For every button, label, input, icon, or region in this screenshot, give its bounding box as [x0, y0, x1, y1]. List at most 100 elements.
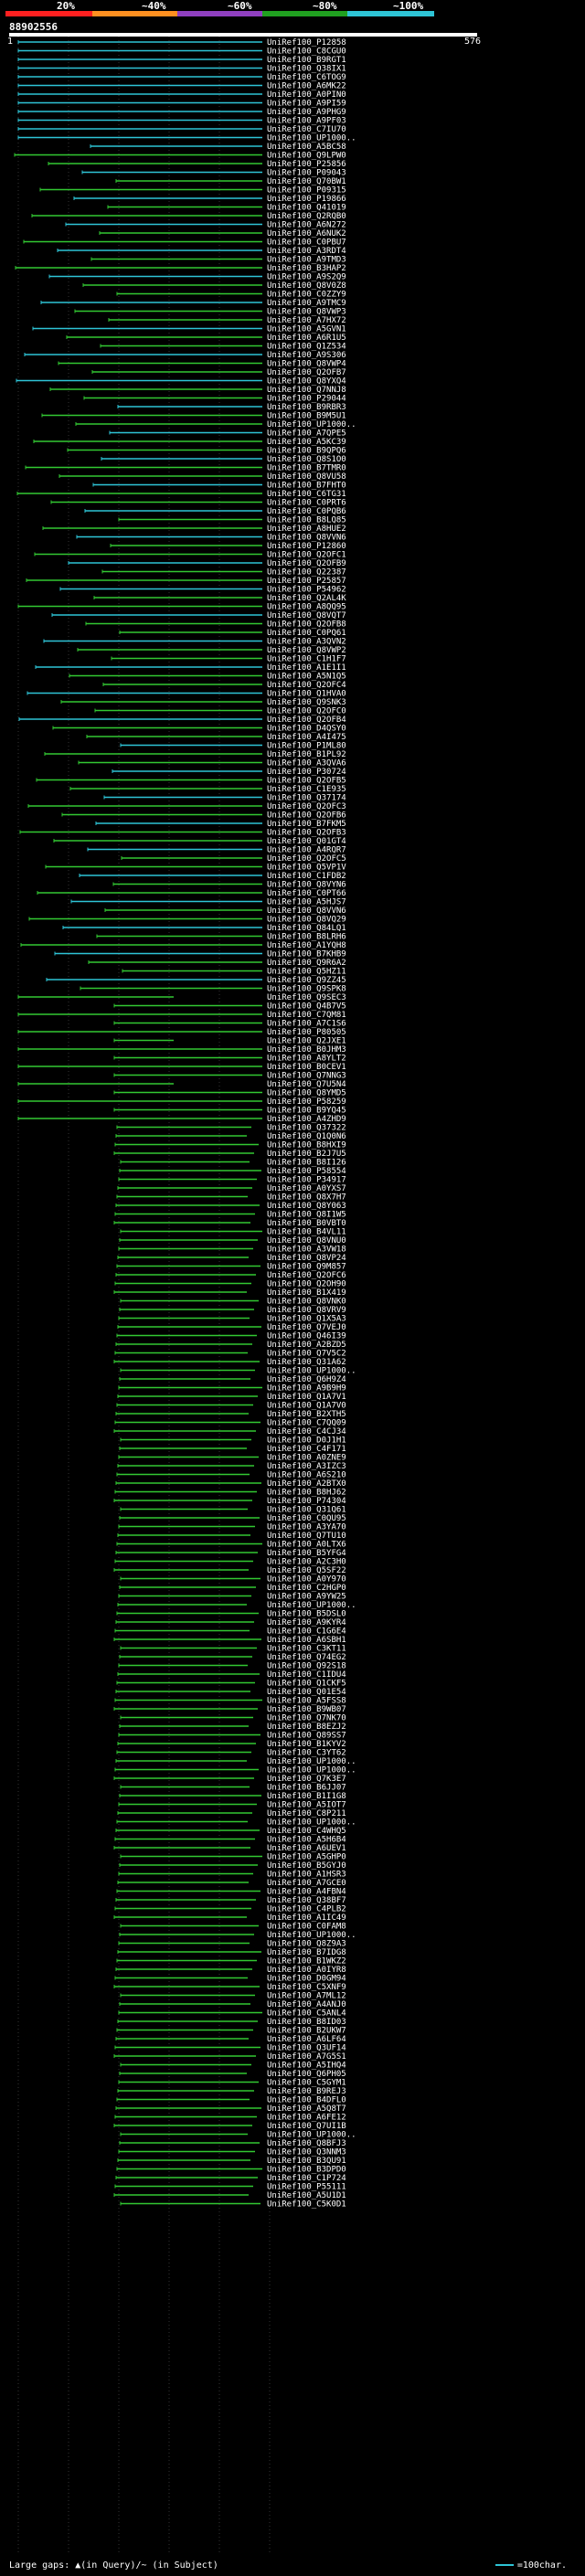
hit-label[interactable]: UniRef100_P1ML80: [267, 742, 346, 751]
hit-label[interactable]: UniRef100_Q2OFC3: [267, 802, 346, 811]
hit-label[interactable]: UniRef100_Q37174: [267, 794, 346, 803]
hit-label[interactable]: UniRef100_Q6H9Z4: [267, 1375, 346, 1384]
hit-label[interactable]: UniRef100_A5FSS8: [267, 1697, 346, 1706]
hit-label[interactable]: UniRef100_C1H1F7: [267, 655, 346, 664]
hit-label[interactable]: UniRef100_C1IDU4: [267, 1670, 346, 1680]
hit-label[interactable]: UniRef100_B9RGT1: [267, 56, 346, 65]
hit-label[interactable]: UniRef100_A6S210: [267, 1471, 346, 1480]
hit-label[interactable]: UniRef100_Q2OFB5: [267, 777, 346, 786]
hit-label[interactable]: UniRef100_A2BTX0: [267, 1479, 346, 1489]
hit-label[interactable]: UniRef100_D4QSY0: [267, 725, 346, 734]
hit-label[interactable]: UniRef100_Q2OFB9: [267, 559, 346, 568]
hit-label[interactable]: UniRef100_C6TG31: [267, 490, 346, 499]
hit-label[interactable]: UniRef100_B7FHT0: [267, 482, 346, 491]
hit-label[interactable]: UniRef100_C5K0D1: [267, 2200, 346, 2210]
hit-label[interactable]: UniRef100_Q31Q61: [267, 1506, 346, 1515]
hit-label[interactable]: UniRef100_Q1X5A3: [267, 1315, 346, 1324]
hit-label[interactable]: UniRef100_B8ID03: [267, 2018, 346, 2027]
hit-label[interactable]: UniRef100_A5H6B4: [267, 1836, 346, 1845]
hit-label[interactable]: UniRef100_Q9SEC3: [267, 993, 346, 1002]
hit-label[interactable]: UniRef100_A7C1S6: [267, 1020, 346, 1029]
hit-label[interactable]: UniRef100_Q8VNK0: [267, 1298, 346, 1307]
hit-label[interactable]: UniRef100_A5KC39: [267, 438, 346, 447]
hit-label[interactable]: UniRef100_C8P211: [267, 1809, 346, 1818]
hit-label[interactable]: UniRef100_Q2OFB6: [267, 811, 346, 821]
hit-label[interactable]: UniRef100_A9YW25: [267, 1593, 346, 1602]
hit-label[interactable]: UniRef100_A3QVN2: [267, 638, 346, 647]
hit-label[interactable]: UniRef100_A6MK22: [267, 82, 346, 91]
hit-label[interactable]: UniRef100_Q5HZ11: [267, 968, 346, 977]
hit-label[interactable]: UniRef100_Q38IX1: [267, 65, 346, 74]
hit-label[interactable]: UniRef100_A7HX72: [267, 316, 346, 325]
hit-label[interactable]: UniRef100_A5N1Q5: [267, 673, 346, 682]
hit-label[interactable]: UniRef100_A2BZD5: [267, 1341, 346, 1350]
hit-label[interactable]: UniRef100_Q1A7V0: [267, 1402, 346, 1411]
hit-label[interactable]: UniRef100_Q46I39: [267, 1332, 346, 1341]
hit-label[interactable]: UniRef100_Q8VQT7: [267, 611, 346, 620]
hit-label[interactable]: UniRef100_B0VBT0: [267, 1219, 346, 1228]
hit-label[interactable]: UniRef100_Q89SS7: [267, 1732, 346, 1741]
hit-label[interactable]: UniRef100_UP1000..: [267, 2131, 356, 2140]
hit-label[interactable]: UniRef100_UP1000..: [267, 1766, 356, 1776]
hit-label[interactable]: UniRef100_A4I475: [267, 733, 346, 742]
hit-label[interactable]: UniRef100_Q9ZZ45: [267, 976, 346, 985]
hit-label[interactable]: UniRef100_Q41019: [267, 204, 346, 213]
hit-label[interactable]: UniRef100_A6R1U5: [267, 334, 346, 343]
hit-label[interactable]: UniRef100_B0JHM3: [267, 1045, 346, 1055]
hit-label[interactable]: UniRef100_P25857: [267, 577, 346, 586]
hit-label[interactable]: UniRef100_C7QM81: [267, 1011, 346, 1020]
hit-label[interactable]: UniRef100_Q2JXE1: [267, 1037, 346, 1046]
hit-label[interactable]: UniRef100_C8CGU0: [267, 48, 346, 57]
hit-label[interactable]: UniRef100_Q5VP1V: [267, 864, 346, 873]
hit-label[interactable]: UniRef100_Q8X7H7: [267, 1193, 346, 1203]
hit-label[interactable]: UniRef100_P58554: [267, 1167, 346, 1176]
hit-label[interactable]: UniRef100_A3YA70: [267, 1523, 346, 1532]
hit-label[interactable]: UniRef100_B6JJ07: [267, 1784, 346, 1793]
hit-label[interactable]: UniRef100_Q2OFB4: [267, 716, 346, 725]
hit-label[interactable]: UniRef100_Q9M857: [267, 1263, 346, 1272]
hit-label[interactable]: UniRef100_Q8YMD5: [267, 1089, 346, 1098]
hit-label[interactable]: UniRef100_UP1000..: [267, 134, 356, 143]
hit-label[interactable]: UniRef100_B8I126: [267, 1159, 346, 1168]
hit-label[interactable]: UniRef100_A3VW18: [267, 1246, 346, 1255]
hit-label[interactable]: UniRef100_Q5SF22: [267, 1566, 346, 1575]
hit-label[interactable]: UniRef100_Q8I1W5: [267, 1211, 346, 1220]
hit-label[interactable]: UniRef100_A4FBN4: [267, 1888, 346, 1897]
hit-label[interactable]: UniRef100_A5U1D1: [267, 2191, 346, 2200]
hit-label[interactable]: UniRef100_C0PRT6: [267, 499, 346, 508]
hit-label[interactable]: UniRef100_C1E935: [267, 785, 346, 794]
hit-label[interactable]: UniRef100_Q7UI1B: [267, 2122, 346, 2131]
hit-label[interactable]: UniRef100_A9S2Q9: [267, 273, 346, 282]
hit-label[interactable]: UniRef100_Q74EG2: [267, 1653, 346, 1662]
hit-label[interactable]: UniRef100_Q38BF7: [267, 1896, 346, 1905]
hit-label[interactable]: UniRef100_A6UEV1: [267, 1844, 346, 1853]
hit-label[interactable]: UniRef100_P58259: [267, 1097, 346, 1107]
hit-label[interactable]: UniRef100_P09043: [267, 169, 346, 178]
hit-label[interactable]: UniRef100_B7KHB9: [267, 950, 346, 959]
hit-label[interactable]: UniRef100_C5XNF9: [267, 1983, 346, 1992]
hit-label[interactable]: UniRef100_Q8VQ29: [267, 916, 346, 925]
hit-label[interactable]: UniRef100_B9WB07: [267, 1705, 346, 1714]
hit-label[interactable]: UniRef100_C0PQ61: [267, 629, 346, 638]
hit-label[interactable]: UniRef100_C3KT11: [267, 1645, 346, 1654]
hit-label[interactable]: UniRef100_B2XTH5: [267, 1410, 346, 1419]
hit-label[interactable]: UniRef100_P74304: [267, 1497, 346, 1506]
hit-label[interactable]: UniRef100_B0CEV1: [267, 1063, 346, 1072]
hit-label[interactable]: UniRef100_P80505: [267, 1028, 346, 1037]
hit-label[interactable]: UniRef100_Q8VVN6: [267, 534, 346, 543]
hit-label[interactable]: UniRef100_Q2OFC0: [267, 707, 346, 716]
hit-label[interactable]: UniRef100_Q8VWP2: [267, 646, 346, 655]
hit-label[interactable]: UniRef100_A5IHQ4: [267, 2062, 346, 2071]
hit-label[interactable]: UniRef100_B3QU91: [267, 2157, 346, 2166]
hit-label[interactable]: UniRef100_Q8Z9A3: [267, 1940, 346, 1949]
hit-label[interactable]: UniRef100_B1I1G8: [267, 1792, 346, 1801]
hit-label[interactable]: UniRef100_Q8VVN6: [267, 906, 346, 916]
hit-label[interactable]: UniRef100_Q8VRV9: [267, 1306, 346, 1315]
hit-label[interactable]: UniRef100_Q2OFC4: [267, 681, 346, 690]
hit-label[interactable]: UniRef100_C4F171: [267, 1445, 346, 1454]
hit-label[interactable]: UniRef100_Q31A62: [267, 1358, 346, 1367]
hit-label[interactable]: UniRef100_A9TMD3: [267, 256, 346, 265]
hit-label[interactable]: UniRef100_A6N272: [267, 221, 346, 230]
hit-label[interactable]: UniRef100_B7IDG8: [267, 1948, 346, 1957]
hit-label[interactable]: UniRef100_A6SBH1: [267, 1636, 346, 1645]
